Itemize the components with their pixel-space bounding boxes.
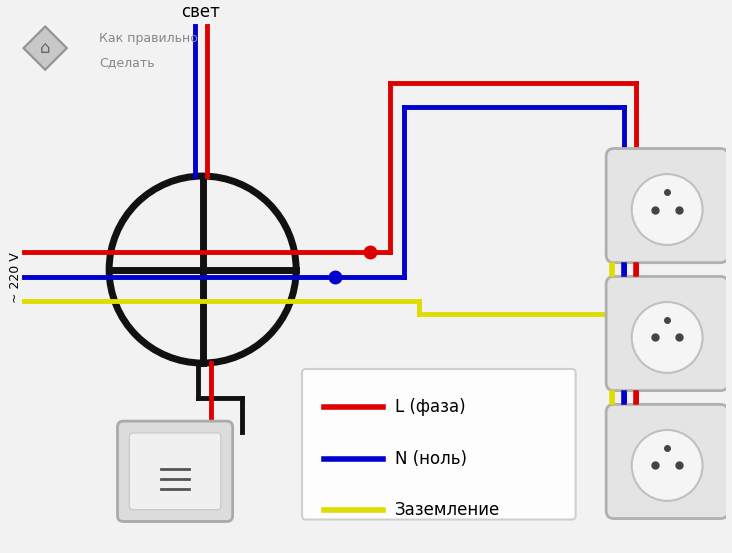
- FancyBboxPatch shape: [606, 149, 728, 263]
- FancyBboxPatch shape: [606, 276, 728, 390]
- Text: свет: свет: [182, 3, 220, 20]
- FancyBboxPatch shape: [130, 433, 221, 510]
- FancyBboxPatch shape: [606, 404, 728, 519]
- Text: Сделать: Сделать: [100, 56, 155, 69]
- Text: N (ноль): N (ноль): [395, 450, 466, 467]
- Text: Заземление: Заземление: [395, 500, 500, 519]
- Text: ~ 220 V: ~ 220 V: [9, 252, 22, 303]
- FancyBboxPatch shape: [302, 369, 575, 519]
- FancyBboxPatch shape: [118, 421, 233, 521]
- Text: ⌂: ⌂: [40, 39, 51, 57]
- Text: L (фаза): L (фаза): [395, 398, 465, 416]
- Circle shape: [632, 174, 703, 245]
- Circle shape: [632, 302, 703, 373]
- Circle shape: [632, 430, 703, 501]
- Polygon shape: [23, 27, 67, 70]
- Text: Как правильно: Как правильно: [100, 32, 198, 45]
